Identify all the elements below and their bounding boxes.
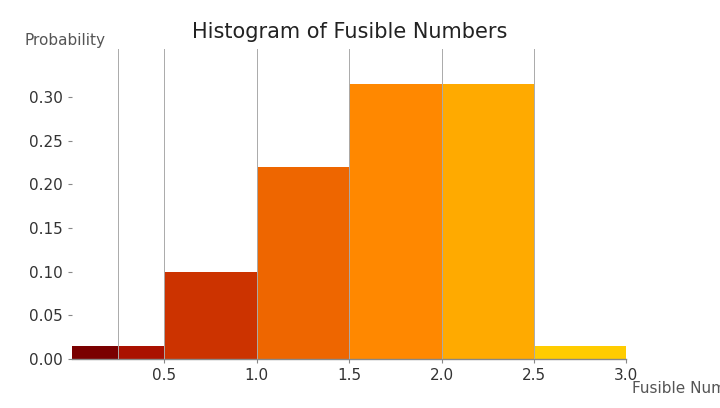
- Bar: [118, 346, 164, 359]
- Bar: [441, 84, 534, 359]
- Text: Probability: Probability: [25, 33, 106, 49]
- Bar: [349, 84, 441, 359]
- Bar: [534, 346, 626, 359]
- Bar: [72, 346, 118, 359]
- Bar: [164, 272, 257, 359]
- Bar: [257, 167, 349, 359]
- Title: Histogram of Fusible Numbers: Histogram of Fusible Numbers: [192, 22, 507, 42]
- Text: Fusible Numbers: Fusible Numbers: [632, 381, 720, 396]
